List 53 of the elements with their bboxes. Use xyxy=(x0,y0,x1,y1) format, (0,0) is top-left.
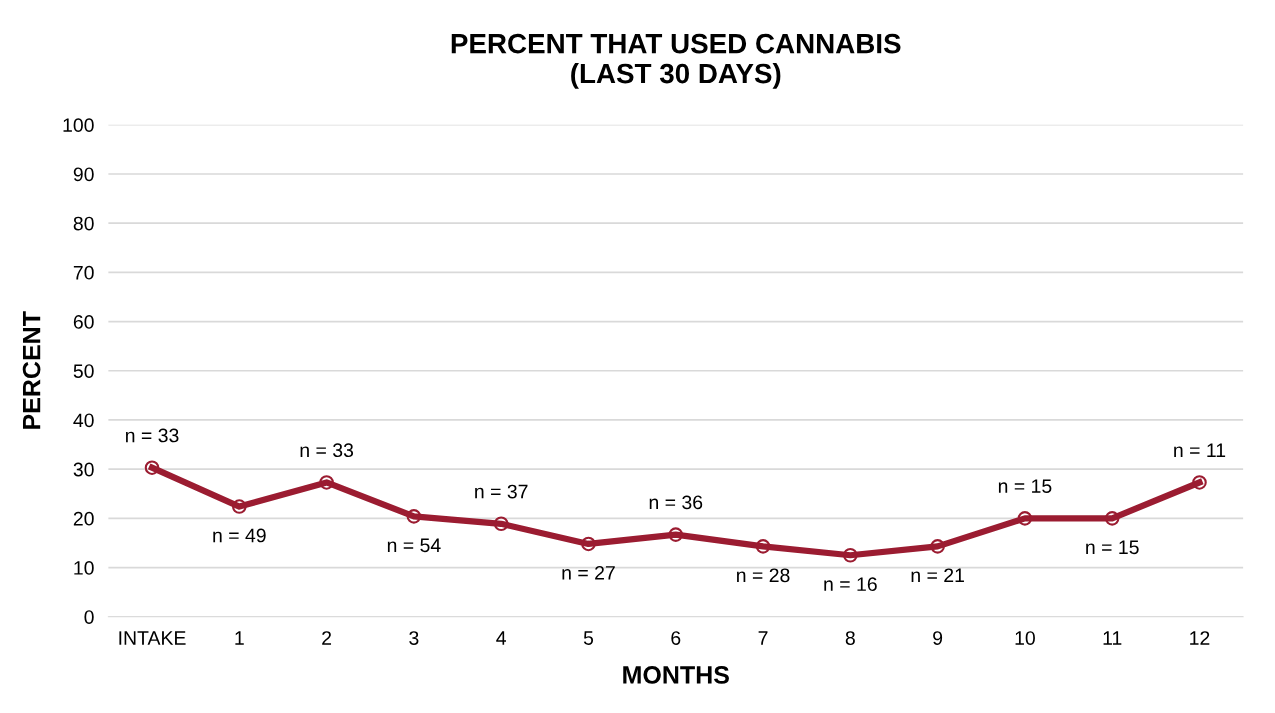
point xyxy=(144,460,160,475)
annotation: n = 16 xyxy=(824,577,877,592)
y-tick-label: 20 xyxy=(73,511,94,526)
x-tick-label: 9 xyxy=(933,631,943,645)
point xyxy=(1192,475,1207,490)
y-tick-label: 30 xyxy=(73,462,94,477)
y-tick-label: 10 xyxy=(74,561,94,575)
x-tick-label: 4 xyxy=(496,631,507,645)
x-tick-label: 3 xyxy=(409,631,419,645)
point xyxy=(232,499,247,514)
annotation: n = 15 xyxy=(998,479,1052,494)
annotation: n = 11 xyxy=(1174,443,1226,457)
x-tick-label: 5 xyxy=(583,631,594,645)
point xyxy=(930,539,945,554)
annotation: n = 49 xyxy=(213,528,266,543)
y-axis-title: PERCENT xyxy=(22,311,41,429)
point xyxy=(493,516,509,532)
x-tick-label: 6 xyxy=(671,631,681,645)
y-tick-label: 100 xyxy=(63,118,94,133)
x-axis-title: MONTHS xyxy=(623,666,729,684)
point xyxy=(406,509,422,524)
y-tick-label: 40 xyxy=(73,413,94,428)
chart-title: PERCENT THAT USED CANNABIS (LAST 30 DAYS) xyxy=(451,33,901,89)
x-tick-label: 1 xyxy=(235,631,244,645)
x-tick-label: 2 xyxy=(322,631,332,645)
annotation: n = 33 xyxy=(126,428,179,443)
point xyxy=(668,527,684,542)
x-tick-label: INTAKE xyxy=(119,631,186,645)
x-tick-label: 12 xyxy=(1190,631,1210,645)
point xyxy=(843,547,858,563)
x-tick-label: 7 xyxy=(758,631,768,645)
x-tick-label: 8 xyxy=(845,631,855,645)
annotation: n = 36 xyxy=(649,495,703,510)
annotation: n = 54 xyxy=(387,538,441,553)
annotation: n = 37 xyxy=(475,484,528,499)
y-tick-label: 80 xyxy=(73,216,94,231)
y-tick-label: 50 xyxy=(73,364,94,378)
y-tick-label: 70 xyxy=(73,265,94,280)
annotation: n = 33 xyxy=(300,443,354,458)
y-tick-label: 0 xyxy=(84,610,94,624)
point xyxy=(319,475,334,490)
x-tick-label: 11 xyxy=(1103,631,1122,645)
point xyxy=(1017,511,1033,526)
annotation: n = 15 xyxy=(1086,540,1139,555)
y-tick-label: 60 xyxy=(73,315,94,329)
point xyxy=(1104,511,1120,526)
annotation: n = 21 xyxy=(911,568,964,582)
y-tick-label: 90 xyxy=(73,167,94,182)
point xyxy=(755,539,771,554)
point xyxy=(581,536,596,552)
annotation: n = 28 xyxy=(737,568,790,583)
annotation: n = 27 xyxy=(562,565,615,580)
x-tick-label: 10 xyxy=(1015,631,1035,645)
